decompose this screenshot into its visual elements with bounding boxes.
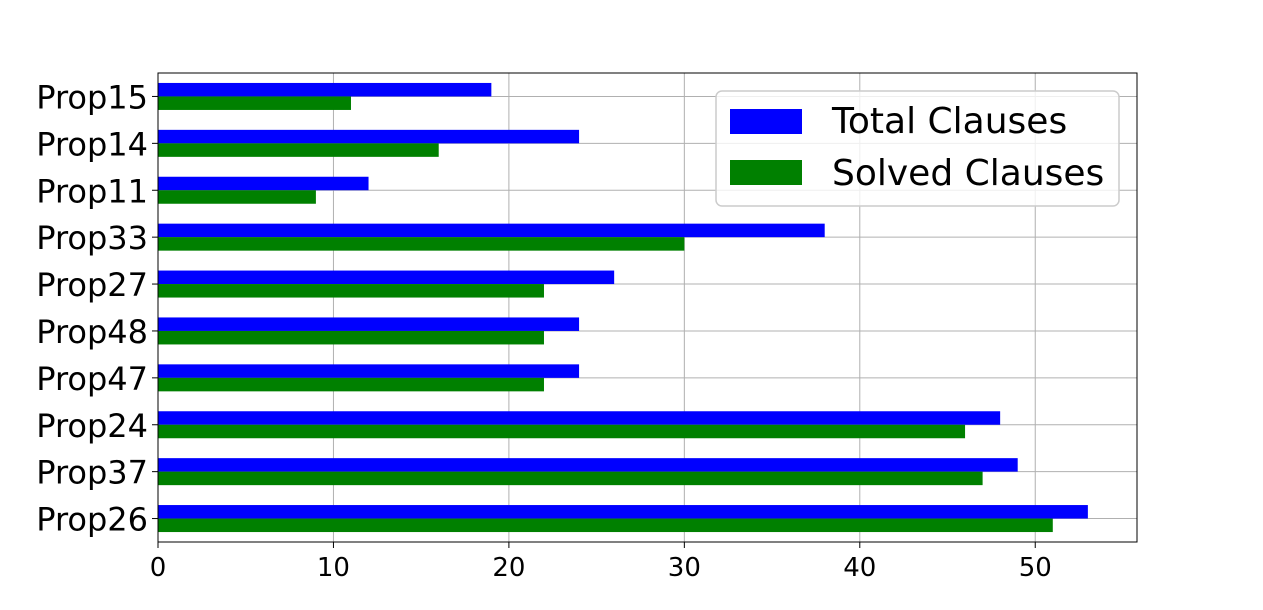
x-tick-label: 10 (317, 553, 350, 583)
bar-solved-prop27 (158, 284, 544, 298)
x-tick-label: 50 (1019, 553, 1052, 583)
x-tick-label: 0 (150, 553, 167, 583)
bar-total-prop11 (158, 176, 369, 191)
x-tick-label: 30 (668, 553, 701, 583)
bar-total-prop27 (158, 270, 615, 285)
y-tick-label: Prop27 (36, 266, 148, 304)
bar-solved-prop33 (158, 237, 685, 251)
y-tick-label: Prop11 (36, 172, 148, 210)
y-tick-label: Prop15 (36, 78, 148, 116)
bar-total-prop26 (158, 505, 1088, 519)
legend-swatch-solved-clauses (730, 160, 802, 185)
y-tick-label: Prop48 (36, 313, 148, 351)
legend: Total Clauses Solved Clauses (715, 90, 1120, 207)
bar-solved-prop11 (158, 190, 316, 204)
bar-total-prop33 (158, 223, 825, 238)
bar-total-prop24 (158, 411, 1001, 425)
bar-solved-prop24 (158, 424, 966, 439)
x-tick-label: 20 (492, 553, 525, 583)
bar-solved-prop14 (158, 143, 439, 157)
x-tick-label: 40 (843, 553, 876, 583)
bar-total-prop14 (158, 129, 580, 144)
y-tick-label: Prop14 (36, 125, 148, 163)
y-tick-label: Prop26 (36, 501, 148, 539)
bar-total-prop37 (158, 458, 1018, 472)
bar-solved-prop37 (158, 471, 983, 486)
y-tick-label: Prop33 (36, 219, 148, 257)
x-tick-labels: 0 10 20 30 40 50 (150, 553, 1052, 583)
bars-layer (158, 82, 1088, 533)
bar-solved-prop26 (158, 518, 1053, 533)
legend-swatch-total-clauses (730, 109, 802, 134)
bar-total-prop48 (158, 317, 580, 331)
bar-total-prop47 (158, 364, 580, 378)
plot-frame (157, 72, 1138, 543)
legend-box (715, 90, 1120, 207)
legend-label-total-clauses: Total Clauses (831, 101, 1067, 142)
bar-total-prop15 (158, 82, 492, 97)
bar-solved-prop47 (158, 377, 544, 392)
y-tick-label: Prop37 (36, 454, 148, 492)
y-tick-label: Prop24 (36, 407, 148, 445)
legend-label-solved-clauses: Solved Clauses (832, 153, 1104, 194)
y-tick-labels: Prop15 Prop14 Prop11 Prop33 Prop27 Prop48 Prop… (36, 78, 148, 538)
axes-layer (152, 72, 1138, 548)
bar-solved-prop48 (158, 330, 544, 345)
bar-solved-prop15 (158, 96, 351, 110)
y-tick-label: Prop47 (36, 360, 148, 398)
